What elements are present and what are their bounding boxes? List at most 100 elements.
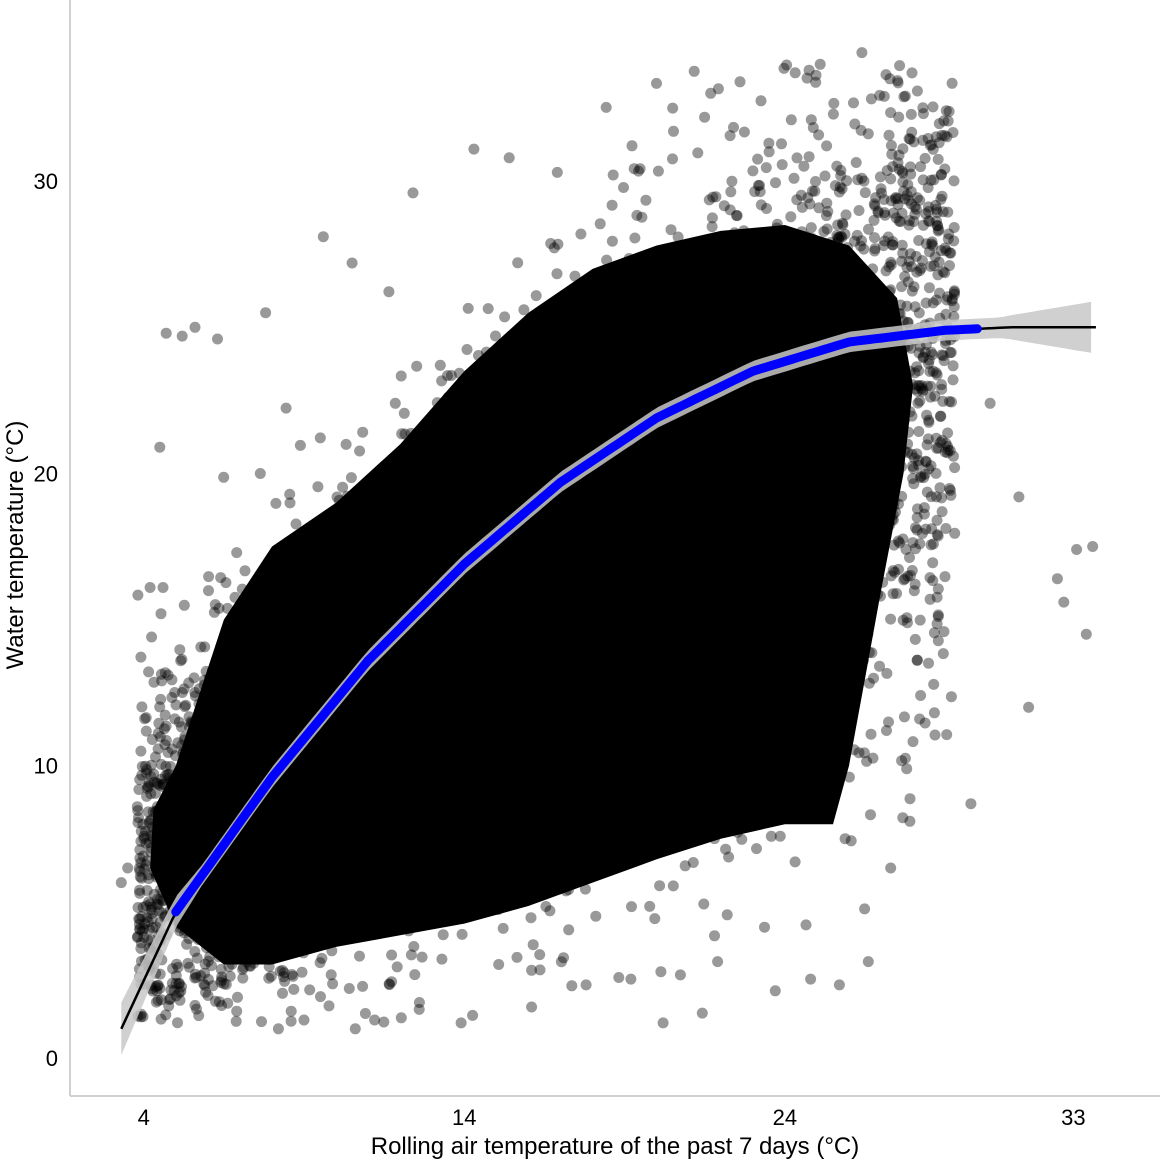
data-point <box>303 801 314 813</box>
data-point <box>515 685 527 697</box>
data-point <box>161 818 173 830</box>
data-point <box>594 519 605 531</box>
data-point <box>499 671 511 683</box>
data-point <box>1087 541 1099 552</box>
data-point <box>518 562 530 574</box>
data-point <box>859 187 871 199</box>
data-point <box>276 836 288 848</box>
data-point <box>457 681 468 693</box>
data-point <box>703 273 715 285</box>
data-point <box>608 404 620 416</box>
data-point <box>709 669 721 681</box>
data-point <box>795 380 806 392</box>
data-point <box>243 726 255 737</box>
data-point <box>867 263 879 275</box>
data-point <box>305 863 317 875</box>
data-point <box>893 498 904 510</box>
data-point <box>391 883 403 895</box>
data-point <box>424 777 436 789</box>
data-point <box>139 918 151 930</box>
data-point <box>323 877 334 889</box>
data-point <box>491 732 503 744</box>
data-point <box>701 723 713 735</box>
data-point <box>131 801 143 813</box>
data-point <box>829 590 841 601</box>
data-point <box>604 626 616 638</box>
data-point <box>217 754 229 766</box>
data-point <box>744 390 756 402</box>
data-point <box>553 614 564 626</box>
data-point <box>496 860 508 872</box>
data-point <box>218 978 230 990</box>
data-point <box>695 268 707 280</box>
data-point <box>416 951 428 963</box>
data-point <box>378 841 390 853</box>
data-point <box>576 656 587 667</box>
data-point <box>668 125 679 137</box>
data-point <box>560 681 572 693</box>
data-point <box>435 603 446 615</box>
data-point <box>678 692 690 704</box>
data-point <box>665 496 677 508</box>
data-point <box>212 871 224 883</box>
data-point <box>831 633 842 645</box>
data-point <box>665 536 677 548</box>
data-point <box>609 339 621 350</box>
data-point <box>754 407 766 419</box>
data-point <box>148 776 160 788</box>
data-point <box>346 771 358 783</box>
data-point <box>800 569 812 581</box>
data-point <box>770 623 782 635</box>
data-point <box>754 186 766 198</box>
data-point <box>522 618 534 630</box>
data-point <box>912 503 923 515</box>
data-point <box>672 448 683 460</box>
data-point <box>535 680 547 692</box>
data-point <box>907 537 919 549</box>
data-point <box>655 701 667 713</box>
data-point <box>886 362 898 374</box>
data-point <box>698 613 710 625</box>
data-point <box>563 811 574 823</box>
data-point <box>925 491 937 503</box>
data-point <box>327 634 339 646</box>
data-point <box>663 314 674 326</box>
data-point <box>271 649 282 661</box>
data-point <box>201 770 213 782</box>
data-point <box>273 800 285 812</box>
data-point <box>741 703 752 715</box>
data-point <box>748 324 760 336</box>
data-point <box>626 587 638 599</box>
data-point <box>248 769 260 781</box>
data-point <box>216 888 228 900</box>
data-point <box>752 180 764 191</box>
data-point <box>869 245 881 257</box>
data-point <box>856 427 868 439</box>
data-point <box>399 428 411 440</box>
data-point <box>818 446 829 457</box>
data-point <box>203 585 214 597</box>
data-point <box>546 557 558 569</box>
data-point <box>245 591 257 603</box>
data-point <box>795 642 807 654</box>
data-point <box>891 588 903 599</box>
data-point <box>253 824 265 836</box>
data-point <box>807 490 819 502</box>
data-point <box>606 481 618 493</box>
data-point <box>769 782 781 794</box>
data-point <box>472 704 484 716</box>
data-point <box>711 447 723 458</box>
data-point <box>442 679 454 691</box>
data-point <box>874 387 886 399</box>
data-point <box>719 268 731 280</box>
data-point <box>166 977 178 989</box>
data-point <box>309 925 321 937</box>
data-point <box>833 701 845 713</box>
data-point <box>660 546 671 557</box>
data-point <box>493 959 505 970</box>
data-point <box>886 362 898 374</box>
data-point <box>341 608 353 620</box>
data-point <box>731 478 743 490</box>
data-point <box>490 654 502 666</box>
data-point <box>802 399 813 411</box>
